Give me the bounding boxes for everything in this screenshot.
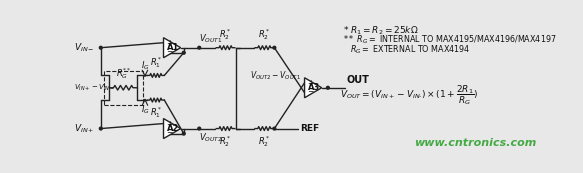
Text: $V_{IN+}$: $V_{IN+}$ [75,122,95,135]
Text: $R_2^*$: $R_2^*$ [258,27,271,42]
Polygon shape [163,119,181,139]
Text: A2: A2 [167,124,179,133]
Text: −: − [166,128,172,137]
Polygon shape [304,78,322,98]
Text: www.cntronics.com: www.cntronics.com [414,138,536,148]
Circle shape [182,51,185,54]
Text: +: + [166,39,172,48]
Text: +: + [307,79,313,88]
Text: A3: A3 [308,83,320,92]
Text: OUT: OUT [346,75,370,85]
Bar [104,71,143,105]
Text: −: − [166,47,172,56]
Text: $R_2^*$: $R_2^*$ [258,134,271,149]
Text: −: − [307,87,313,96]
Circle shape [99,46,102,49]
Text: $R_1^*$: $R_1^*$ [150,55,162,70]
Circle shape [198,127,201,130]
Text: $*\ R_1 = R_2 = 25k\Omega$: $*\ R_1 = R_2 = 25k\Omega$ [343,25,418,37]
Text: $R_G =$ EXTERNAL TO MAX4194: $R_G =$ EXTERNAL TO MAX4194 [350,43,471,56]
Circle shape [99,127,102,130]
Text: $I_G$: $I_G$ [141,104,149,116]
Text: $V_{OUT2}$: $V_{OUT2}$ [199,132,223,144]
Text: $R_2^*$: $R_2^*$ [219,27,232,42]
Text: $V_{IN-}$: $V_{IN-}$ [75,42,95,54]
Text: $R_G^{**}$: $R_G^{**}$ [115,66,131,81]
Text: A1: A1 [167,43,179,52]
Polygon shape [163,38,181,58]
Text: $I_G$: $I_G$ [141,59,149,72]
Text: $R_2^*$: $R_2^*$ [219,134,232,149]
Text: $V_{OUT2} - V_{OUT1}$: $V_{OUT2} - V_{OUT1}$ [251,69,301,82]
Circle shape [326,86,329,89]
Text: $V_{OUT1}$: $V_{OUT1}$ [199,32,223,45]
Text: $V_{IN+} - V_{IN-}$: $V_{IN+} - V_{IN-}$ [75,83,115,93]
Text: +: + [166,120,172,129]
Circle shape [182,132,185,135]
Circle shape [273,127,276,130]
Text: $** \ R_G =$ INTERNAL TO MAX4195/MAX4196/MAX4197: $** \ R_G =$ INTERNAL TO MAX4195/MAX4196… [343,34,556,46]
Text: REF: REF [300,124,319,133]
Text: $V_{OUT} = (V_{IN+} - V_{IN\text{-}}) \times (1 + \dfrac{2R_1}{R_G})$: $V_{OUT} = (V_{IN+} - V_{IN\text{-}}) \t… [340,84,479,107]
Text: $R_1^*$: $R_1^*$ [150,106,162,120]
Circle shape [198,46,201,49]
Circle shape [273,46,276,49]
